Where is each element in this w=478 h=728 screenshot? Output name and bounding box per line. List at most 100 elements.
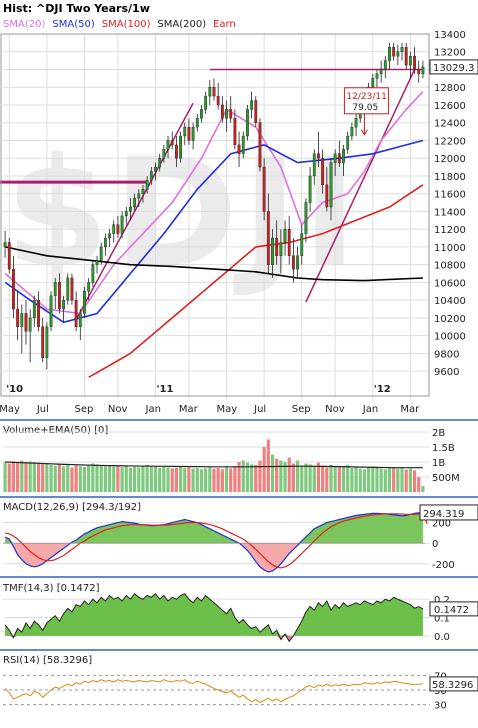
volume-bar [358,468,362,492]
candle-body [170,140,174,146]
candle-body [392,47,396,57]
volume-bar [412,470,417,492]
candle-body [216,95,220,106]
xtick-label: Nov [108,404,128,415]
volume-bar [82,466,87,492]
macd-ytick-label: 200 [432,519,451,530]
xtick-label: Jan [362,404,378,415]
sma-line-sma50 [4,139,424,324]
candle-body [24,313,28,332]
candle-body [183,126,187,137]
candle-body [66,277,70,301]
candle-body [99,246,103,261]
candle-body [296,255,299,270]
macd-value-badge [419,504,478,521]
candle-body [91,264,95,283]
candle-body [337,153,341,163]
volume-bar [404,469,408,492]
volume-bar [375,468,379,492]
candle-body [166,140,170,150]
candle-body [179,135,182,159]
rsi-value: 58.3296 [432,680,473,691]
volume-bar [321,465,325,492]
volume-bar [312,466,316,492]
candle-body [233,118,237,146]
volume-bar [366,467,371,492]
candle-body [300,233,304,256]
volume-bar [141,465,145,492]
volume-bar [329,465,333,492]
tmf-ytick-label: 0.1 [434,614,450,625]
volume-bar [195,468,199,492]
volume-bar [371,466,375,492]
volume-bar [270,454,275,492]
candle-body [70,277,74,301]
candle-body [308,175,312,203]
volume-bar [362,469,367,492]
volume-bar [149,465,153,492]
candle-body [16,308,20,327]
earnings-box [343,87,389,115]
xtick-label: Nov [325,404,345,415]
volume-ytick-label: 1.5B [432,443,455,454]
volume-bar [45,463,49,492]
watermark-text: $DJI [5,127,362,301]
macd-ytick-label: -200 [432,560,455,571]
volume-bar [20,460,24,492]
volume-bar [421,486,425,492]
candle-body [20,313,24,327]
volume-bar [229,468,233,492]
xtick-label: Mar [400,404,420,415]
volume-bar [392,467,396,492]
volume-bar [275,459,279,492]
volume-bar [400,468,404,492]
volume-bar [295,460,300,492]
macd-line [4,512,423,573]
volume-bar [66,465,70,492]
candle-body [41,326,45,359]
tmf-value-badge [429,601,478,617]
volume-bar [383,469,387,492]
volume-bar [258,460,262,492]
candle-body [174,144,178,159]
candle-body [212,87,216,97]
volume-bar [7,463,11,492]
xtick-label: Jul [36,404,49,415]
volume-bar [170,468,174,492]
price-ytick-label: 12400 [434,119,466,130]
volume-bar [341,466,346,492]
candle-body [312,153,316,177]
volume-bar [53,465,57,492]
candle-body [62,299,65,310]
macd-positive-area [5,512,423,544]
candle-body [74,299,78,327]
price-ytick-label: 11600 [434,190,466,201]
candle-body [329,162,333,208]
candle-body [220,104,224,119]
volume-bar [162,467,166,492]
price-panel: $DJI 9600 9800 10000 10200 10400 10600 10800 110… [0,30,478,415]
candle-body [321,158,325,186]
volume-bar [208,467,212,492]
tmf-panel: TMF(14,3) [0.1472] 0.2 0.1 0.0 0.1472 [0,576,478,643]
price-ytick-label: 10000 [434,332,466,343]
volume-bar [279,460,283,492]
volume-bar [233,466,237,492]
macd-negative-area [5,543,423,572]
xtick-label: May [0,404,20,415]
volume-bar [99,465,103,492]
tmf-ytick-label: 0.2 [434,595,450,606]
volume-bar [128,468,133,492]
candle-body [350,126,354,137]
xtick-label: Sep [74,404,93,415]
volume-bar [11,461,16,492]
candle-body [250,100,254,110]
volume-bar [396,468,400,492]
volume-bar [316,462,321,492]
volume-bar [254,465,258,492]
volume-ytick-label: 2B [432,428,445,439]
macd-ytick-label: 0 [432,539,438,550]
rsi-title: RSI(14) [58.3296] [3,655,92,666]
volume-bar [112,466,116,492]
